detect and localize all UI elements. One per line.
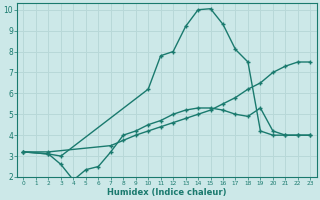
X-axis label: Humidex (Indice chaleur): Humidex (Indice chaleur) — [107, 188, 227, 197]
